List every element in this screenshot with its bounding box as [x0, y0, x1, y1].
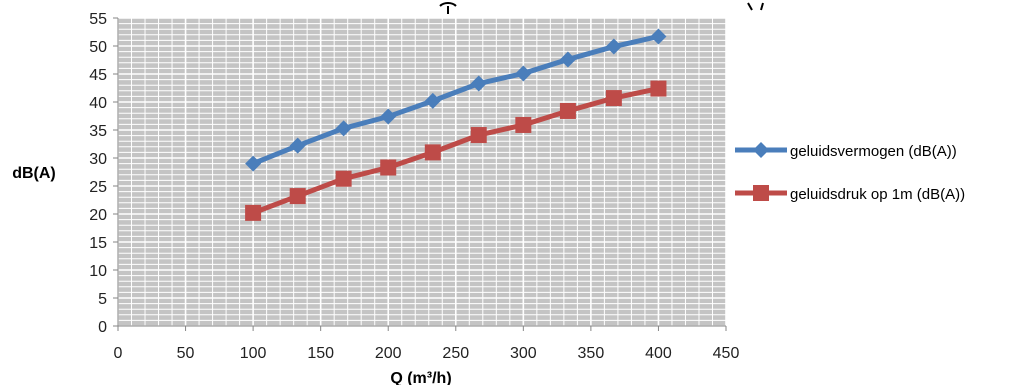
data-point — [335, 120, 352, 137]
data-point — [424, 144, 441, 161]
y-axis-title: dB(A) — [12, 165, 56, 182]
data-point — [515, 65, 532, 82]
series — [245, 28, 667, 221]
data-point — [515, 116, 532, 133]
legend-label: geluidsvermogen (dB(A)) — [790, 143, 957, 160]
data-point — [470, 75, 487, 92]
x-tick-label: 100 — [240, 345, 267, 362]
x-tick-label: 200 — [375, 345, 402, 362]
data-point — [470, 127, 487, 144]
data-point — [380, 159, 397, 176]
data-point — [245, 204, 262, 221]
data-point — [559, 102, 576, 119]
x-tick-label: 0 — [114, 345, 123, 362]
data-point — [424, 92, 441, 109]
y-tick-label: 25 — [89, 179, 107, 196]
x-tick-label: 150 — [307, 345, 334, 362]
y-tick-label: 55 — [89, 11, 107, 28]
data-point — [605, 90, 622, 107]
legend: geluidsvermogen (dB(A)) geluidsdruk op 1m… — [735, 142, 965, 203]
y-tick-label: 5 — [98, 291, 107, 308]
data-point — [245, 155, 262, 172]
series-1 — [245, 28, 667, 172]
series-line — [250, 86, 661, 216]
y-tick-label: 35 — [89, 123, 107, 140]
y-tick-label: 45 — [89, 67, 107, 84]
y-tick-label: 15 — [89, 235, 107, 252]
legend-marker — [753, 185, 769, 201]
axes — [113, 17, 727, 331]
y-tick-label: 20 — [89, 207, 107, 224]
data-point — [335, 170, 352, 187]
series-line — [250, 33, 661, 167]
plot-area — [118, 18, 726, 326]
data-point — [380, 108, 397, 125]
data-point — [605, 38, 622, 55]
plot-background — [118, 18, 726, 326]
legend-label: geluidsdruk op 1m (dB(A)) — [790, 186, 965, 203]
data-point — [650, 28, 667, 45]
legend-marker — [753, 142, 769, 158]
legend-entry: geluidsdruk op 1m (dB(A)) — [735, 185, 965, 203]
x-tick-label: 350 — [578, 345, 605, 362]
x-tick-label: 450 — [713, 345, 740, 362]
data-point — [289, 188, 306, 205]
y-tick-label: 50 — [89, 39, 107, 56]
y-tick-label: 30 — [89, 151, 107, 168]
x-tick-label: 250 — [442, 345, 469, 362]
legend-entry: geluidsvermogen (dB(A)) — [735, 142, 957, 160]
data-point — [289, 137, 306, 154]
y-tick-label: 0 — [98, 319, 107, 336]
x-tick-labels: 0 50 100 150 200 250 300 350 400 450 — [114, 345, 740, 362]
y-tick-labels: 0 5 10 15 20 25 30 35 40 45 50 55 — [89, 11, 107, 336]
y-tick-label: 40 — [89, 95, 107, 112]
x-tick-label: 300 — [510, 345, 537, 362]
series-2 — [245, 80, 667, 221]
x-tick-label: 400 — [645, 345, 672, 362]
x-axis-title: Q (m³/h) — [390, 370, 451, 385]
data-point — [559, 51, 576, 68]
data-point — [650, 80, 667, 97]
clipped-title — [439, 2, 764, 14]
y-tick-label: 10 — [89, 263, 107, 280]
x-tick-label: 50 — [177, 345, 195, 362]
